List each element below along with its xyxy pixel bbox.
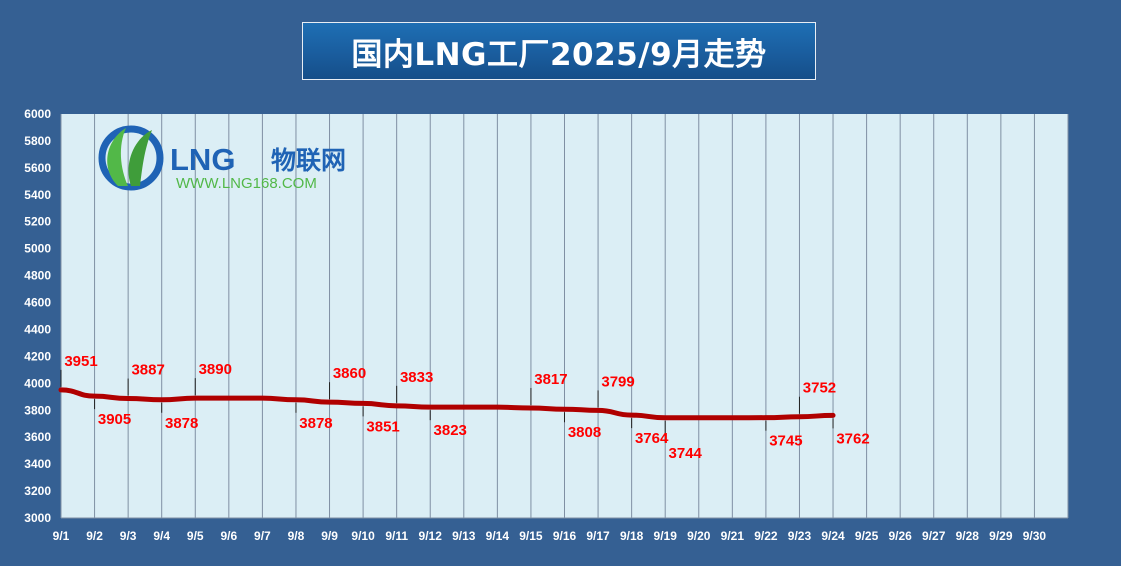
x-tick-label: 9/22 [754, 529, 778, 543]
data-label: 3744 [669, 445, 703, 462]
y-tick-label: 4400 [24, 322, 51, 336]
x-tick-label: 9/27 [922, 529, 946, 543]
y-tick-label: 3800 [24, 403, 51, 417]
y-tick-label: 5000 [24, 242, 51, 256]
x-tick-label: 9/29 [989, 529, 1013, 543]
x-tick-label: 9/14 [486, 529, 510, 543]
data-label: 3745 [769, 433, 802, 450]
data-label: 3833 [400, 369, 433, 386]
data-label: 3823 [434, 422, 467, 439]
x-tick-label: 9/5 [187, 529, 204, 543]
x-tick-label: 9/23 [788, 529, 812, 543]
series-line [58, 387, 836, 421]
x-tick-label: 9/30 [1023, 529, 1047, 543]
x-tick-label: 9/3 [120, 529, 137, 543]
x-tick-label: 9/15 [519, 529, 543, 543]
x-tick-label: 9/1 [53, 529, 70, 543]
y-tick-label: 6000 [24, 107, 51, 121]
x-tick-label: 9/10 [351, 529, 375, 543]
x-tick-label: 9/2 [86, 529, 103, 543]
logo-brand: LNG [170, 142, 235, 177]
data-label: 3860 [333, 365, 366, 382]
x-tick-label: 9/12 [419, 529, 443, 543]
data-label: 3764 [635, 430, 669, 447]
data-label: 3951 [64, 353, 97, 370]
y-tick-label: 5600 [24, 161, 51, 175]
chart-title: 国内LNG工厂2025/9月走势 [302, 22, 816, 80]
logo: LNG 物联网 WWW.LNG168.COM [98, 125, 346, 192]
x-tick-label: 9/26 [888, 529, 912, 543]
y-tick-label: 4600 [24, 296, 51, 310]
y-axis: 3000 3200 3400 3600 3800 4000 4200 4400 4600 4800… [24, 107, 51, 525]
y-tick-label: 5400 [24, 188, 51, 202]
x-tick-label: 9/4 [153, 529, 170, 543]
data-label: 3905 [98, 411, 131, 428]
grid-lines [60, 114, 1069, 519]
data-labels: 3951 3905 3887 3878 3890 3878 3860 3851 3833 3823… [64, 353, 869, 462]
x-tick-label: 9/21 [721, 529, 745, 543]
x-tick-label: 9/20 [687, 529, 711, 543]
data-label: 3878 [165, 415, 198, 432]
x-axis: 9/1 9/2 9/3 9/4 9/5 9/6 9/7 9/8 9/9 9/10 9/11 9/12 9… [53, 529, 1047, 543]
y-tick-label: 3200 [24, 484, 51, 498]
x-tick-label: 9/13 [452, 529, 476, 543]
x-tick-label: 9/18 [620, 529, 644, 543]
x-tick-label: 9/24 [821, 529, 845, 543]
data-label: 3887 [131, 362, 164, 379]
x-tick-label: 9/9 [321, 529, 338, 543]
lng-leaf-logo-icon [98, 125, 164, 191]
data-label: 3808 [568, 424, 601, 441]
x-tick-label: 9/6 [220, 529, 237, 543]
data-label: 3878 [299, 415, 332, 432]
label-leader-lines [60, 369, 834, 443]
x-tick-label: 9/17 [586, 529, 610, 543]
y-tick-label: 5800 [24, 134, 51, 148]
x-tick-label: 9/7 [254, 529, 271, 543]
x-tick-label: 9/25 [855, 529, 879, 543]
x-tick-label: 9/16 [553, 529, 577, 543]
y-tick-label: 4200 [24, 349, 51, 363]
data-label: 3851 [366, 418, 399, 435]
data-label: 3799 [601, 373, 634, 390]
y-tick-label: 3600 [24, 430, 51, 444]
data-label: 3752 [803, 380, 836, 397]
x-tick-label: 9/8 [288, 529, 305, 543]
data-label: 3890 [199, 361, 232, 378]
x-tick-label: 9/28 [956, 529, 980, 543]
logo-cn-name: 物联网 [271, 146, 346, 175]
data-label: 3817 [534, 371, 567, 388]
data-label: 3762 [836, 430, 869, 447]
y-tick-label: 5200 [24, 215, 51, 229]
y-tick-label: 3400 [24, 457, 51, 471]
y-tick-label: 4000 [24, 376, 51, 390]
y-tick-label: 3000 [24, 511, 51, 525]
y-tick-label: 4800 [24, 269, 51, 283]
x-tick-label: 9/19 [654, 529, 678, 543]
x-tick-label: 9/11 [385, 529, 408, 543]
logo-url: WWW.LNG168.COM [176, 175, 317, 192]
